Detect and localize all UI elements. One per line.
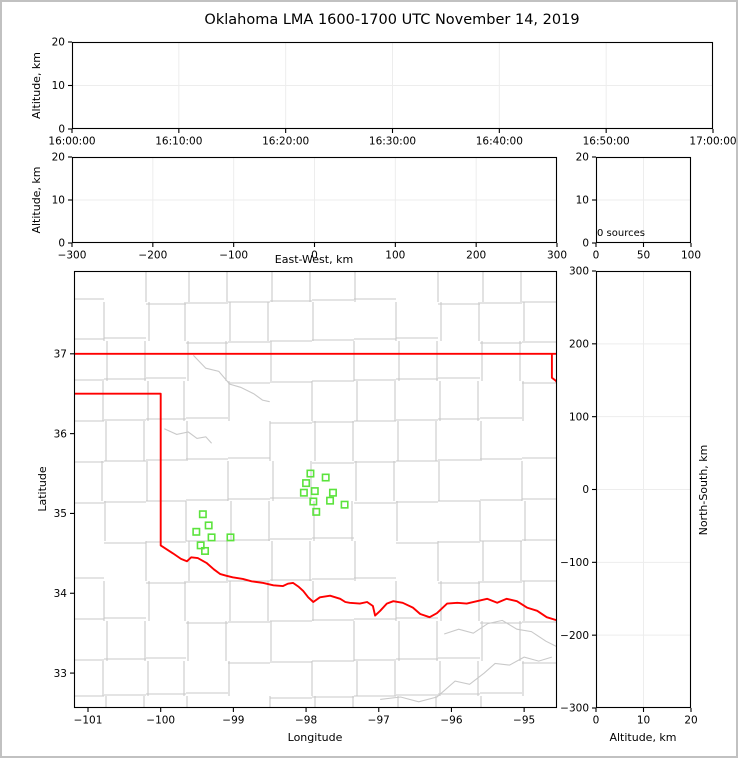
lma-source-marker <box>196 541 205 550</box>
x-tick-label: 50 <box>637 250 650 262</box>
northsouth-height-ylabel: North-South, km <box>697 445 710 536</box>
y-tick-label: 34 <box>54 588 68 600</box>
panel-border <box>595 270 692 709</box>
x-tick-label: 0 <box>311 250 318 262</box>
panel-border <box>71 41 714 130</box>
x-tick-label: −97 <box>368 715 390 727</box>
eastwest-height-ylabel: Altitude, km <box>30 166 43 233</box>
plan_view_map-panel: −101 −100 −99 −98 −97 −96 −95 33 34 35 36 37 <box>54 270 558 727</box>
time_height-panel: 16:00:00 16:10:00 16:20:00 16:30:00 16:40:00… <box>48 37 736 148</box>
x-tick-label: 16:20:00 <box>262 136 309 148</box>
y-tick-label: 0 <box>582 484 589 496</box>
y-tick-label: 35 <box>54 508 67 520</box>
y-tick-label: 10 <box>52 80 65 92</box>
x-tick-label: 16:30:00 <box>369 136 416 148</box>
x-tick-label: −300 <box>58 250 87 262</box>
y-tick-label: −100 <box>560 557 589 569</box>
y-tick-label: 33 <box>54 668 67 680</box>
x-tick-label: 16:50:00 <box>583 136 630 148</box>
y-tick-label: 0 <box>58 238 65 250</box>
eastwest_height-panel: −300 −200 −100 0 100 200 300 0 10 20 <box>52 152 567 262</box>
x-tick-label: −99 <box>222 715 244 727</box>
y-tick-label: 10 <box>52 195 65 207</box>
lma-source-marker <box>312 507 321 516</box>
y-tick-label: 100 <box>569 411 589 423</box>
x-tick-label: 0 <box>593 250 600 262</box>
source-count-annotation: 0 sources <box>597 228 645 239</box>
lma-source-marker <box>198 510 207 519</box>
x-tick-label: 20 <box>684 715 697 727</box>
panels-group: 16:00:00 16:10:00 16:20:00 16:30:00 16:40:00… <box>48 37 736 727</box>
y-tick-label: 36 <box>54 428 68 440</box>
state-border-line <box>74 392 557 622</box>
x-tick-label: −96 <box>440 715 462 727</box>
x-tick-label: −100 <box>219 250 248 262</box>
lma-source-marker <box>226 533 235 542</box>
map-content <box>74 271 557 708</box>
y-tick-label: 20 <box>52 152 65 164</box>
altitude_histogram-panel: 0 50 100 0 10 20 <box>576 152 701 262</box>
x-tick-label: 100 <box>385 250 405 262</box>
x-tick-label: 10 <box>637 715 650 727</box>
y-tick-label: −300 <box>560 703 589 715</box>
y-tick-label: 0 <box>58 124 65 136</box>
lma-source-marker <box>306 469 315 478</box>
map-xlabel: Longitude <box>288 731 343 744</box>
lma-sources <box>192 469 349 555</box>
x-tick-label: −200 <box>138 250 167 262</box>
lma-source-marker <box>201 546 210 555</box>
x-tick-label: −95 <box>513 715 535 727</box>
x-tick-label: 100 <box>681 250 701 262</box>
river-line <box>193 355 270 403</box>
y-tick-label: −200 <box>560 630 589 642</box>
figure-title: Oklahoma LMA 1600-1700 UTC November 14, … <box>204 12 579 28</box>
x-tick-label: 17:00:00 <box>689 136 736 148</box>
x-tick-label: −100 <box>146 715 175 727</box>
lma-source-marker <box>204 521 213 530</box>
y-tick-label: 200 <box>569 339 589 351</box>
y-tick-label: 37 <box>54 349 67 361</box>
x-tick-label: 0 <box>593 715 600 727</box>
y-tick-label: 300 <box>569 266 589 278</box>
lma-source-marker <box>302 479 311 488</box>
county-boundaries <box>74 271 557 708</box>
x-tick-label: 16:10:00 <box>155 136 202 148</box>
northsouth-height-xlabel: Altitude, km <box>609 731 676 744</box>
lma-source-marker <box>207 533 216 542</box>
x-tick-label: −98 <box>295 715 317 727</box>
lma-source-marker <box>321 473 330 482</box>
time-height-ylabel: Altitude, km <box>30 52 43 119</box>
lma-source-marker <box>299 488 308 497</box>
x-tick-label: 16:40:00 <box>476 136 523 148</box>
x-tick-label: 200 <box>466 250 486 262</box>
river-line <box>444 619 557 648</box>
x-tick-label: 16:00:00 <box>48 136 95 148</box>
lma-source-marker <box>326 496 335 505</box>
river-line <box>164 428 213 444</box>
y-tick-label: 0 <box>582 238 589 250</box>
northsouth_height-panel: 0 10 20 −300 −200 −100 0 100 200 300 <box>560 266 698 727</box>
lma-source-marker <box>328 488 337 497</box>
panel-border <box>71 156 558 244</box>
y-tick-label: 20 <box>52 37 65 49</box>
map-ylabel: Latitude <box>36 466 49 512</box>
x-tick-label: −101 <box>74 715 103 727</box>
eastwest-height-xlabel: East-West, km <box>275 253 353 266</box>
lma-source-marker <box>340 500 349 509</box>
panel-border <box>73 270 558 709</box>
river-line <box>380 656 552 703</box>
x-tick-label: 300 <box>547 250 567 262</box>
y-tick-label: 20 <box>576 152 589 164</box>
lma-source-marker <box>309 497 318 506</box>
panel-border <box>595 156 692 244</box>
lma-source-marker <box>310 487 319 496</box>
lma-source-marker <box>192 527 201 536</box>
y-tick-label: 10 <box>576 195 589 207</box>
